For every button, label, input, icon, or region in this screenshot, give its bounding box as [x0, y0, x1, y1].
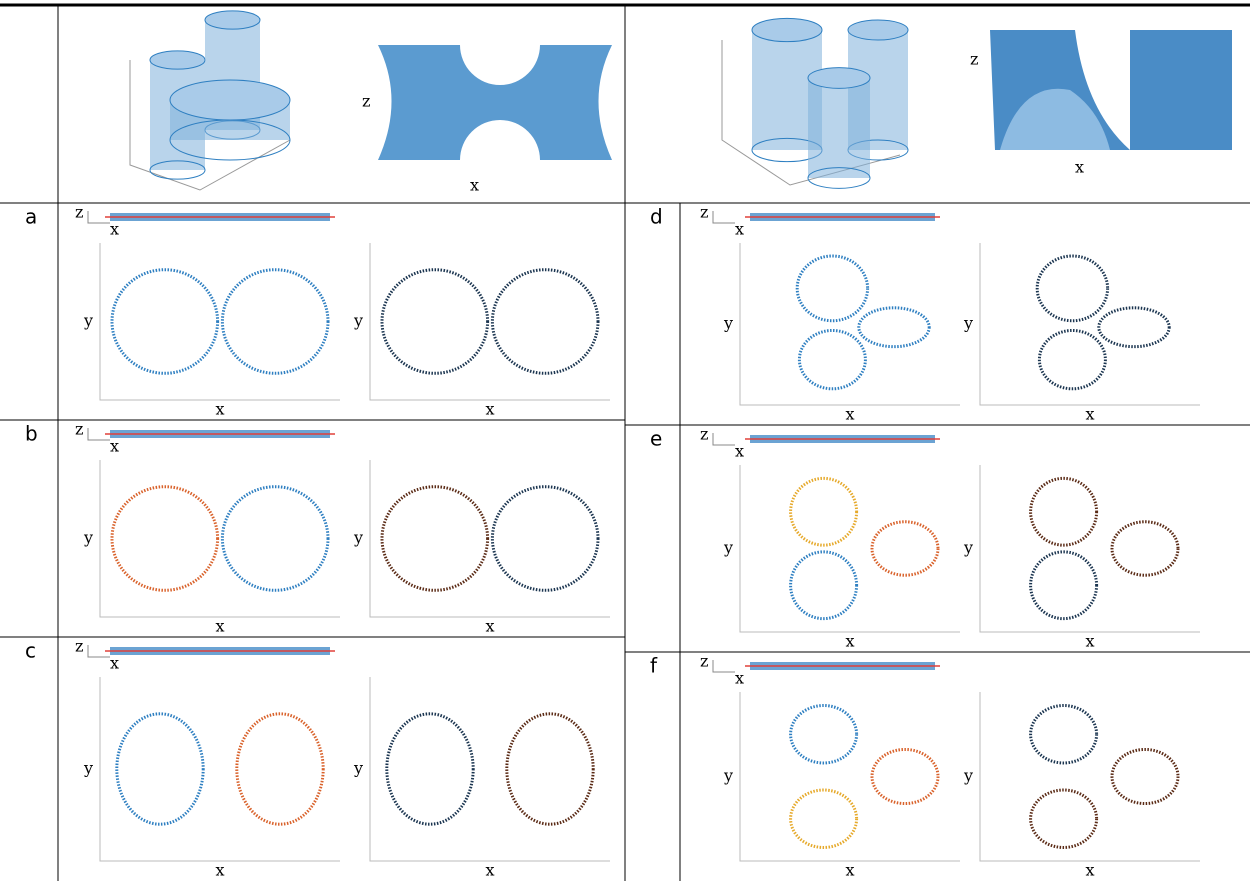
axis-label: x: [845, 405, 854, 424]
cylinder: [808, 78, 870, 178]
plot-axes: [100, 243, 340, 400]
plot-axes: [980, 243, 1200, 405]
point-ring: [237, 714, 323, 824]
x-shape: [378, 45, 612, 160]
axis-label: x: [110, 437, 119, 456]
point-ring: [1037, 256, 1107, 321]
point-ring: [872, 522, 938, 575]
plot-axes: [980, 465, 1200, 632]
point-ring: [1039, 330, 1105, 388]
point-ring: [382, 270, 488, 374]
panel-label: c: [25, 639, 36, 663]
point-ring: [492, 487, 598, 591]
plot-axes: [370, 677, 610, 861]
point-ring: [1112, 749, 1178, 803]
axis-label: y: [723, 766, 733, 785]
axis-label: z: [362, 92, 370, 111]
axis-label: x: [1085, 405, 1094, 424]
point-ring: [1099, 308, 1169, 347]
axis-label: z: [970, 50, 978, 69]
cylinder-top: [205, 11, 260, 29]
plot-axes: [100, 677, 340, 861]
point-ring: [797, 256, 867, 321]
point-ring: [112, 270, 218, 374]
axis-label: x: [485, 617, 494, 636]
panel-label: e: [650, 427, 662, 451]
panel-label: d: [650, 205, 663, 229]
plot-axes: [370, 460, 610, 617]
axis-label: x: [845, 632, 854, 651]
point-ring: [791, 790, 857, 847]
strip-axes: [713, 433, 735, 445]
cylinder-top: [752, 18, 822, 41]
point-ring: [791, 706, 857, 763]
axis-label: z: [700, 652, 708, 671]
axis-label: y: [723, 314, 733, 333]
axis-label: x: [215, 861, 224, 880]
axis-label: x: [110, 220, 119, 239]
axis-label: y: [353, 311, 363, 330]
axis-label: z: [75, 637, 83, 656]
point-ring: [382, 487, 488, 591]
axis-label: y: [963, 314, 973, 333]
figure: z x z x a z x y x y x b z x y x y x c z x y x y x d z x y x y x e z x y x y x f…: [0, 0, 1250, 881]
point-ring: [1112, 522, 1178, 575]
axis-label: y: [353, 759, 363, 778]
axis-label: x: [215, 617, 224, 636]
strip-axes: [713, 660, 735, 672]
point-ring: [507, 714, 593, 824]
axis-label: y: [963, 538, 973, 557]
axis-label: z: [700, 425, 708, 444]
point-ring: [1031, 552, 1097, 619]
axis-label: y: [963, 766, 973, 785]
axis-label: x: [735, 220, 744, 239]
point-ring: [799, 330, 865, 388]
axis-label: y: [83, 311, 93, 330]
axis-label: y: [723, 538, 733, 557]
panel-label: f: [650, 654, 658, 678]
axis-label: x: [485, 400, 494, 419]
axis-label: x: [735, 669, 744, 688]
point-ring: [222, 487, 328, 591]
strip-axes: [713, 211, 735, 223]
axis-label: x: [485, 861, 494, 880]
axis-label: z: [75, 203, 83, 222]
plot-axes: [740, 465, 960, 632]
axis-label: x: [735, 442, 744, 461]
axis-label: z: [75, 420, 83, 439]
plot-axes: [100, 460, 340, 617]
axis-label: x: [845, 861, 854, 880]
axis-label: x: [470, 176, 479, 195]
axis-label: x: [1085, 861, 1094, 880]
cylinder-top: [150, 51, 205, 69]
axis-label: x: [215, 400, 224, 419]
axis-label: x: [1085, 632, 1094, 651]
plot-axes: [370, 243, 610, 400]
axis-label: y: [353, 528, 363, 547]
point-ring: [791, 552, 857, 619]
point-ring: [387, 714, 473, 824]
panel-label: b: [25, 422, 38, 446]
point-ring: [791, 478, 857, 545]
axis-label: x: [1075, 158, 1084, 177]
axis-label: z: [700, 203, 708, 222]
point-ring: [222, 270, 328, 374]
point-ring: [1031, 706, 1097, 763]
cylinder-top: [848, 20, 908, 40]
plot-axes: [740, 243, 960, 405]
point-ring: [492, 270, 598, 374]
point-ring: [859, 308, 929, 347]
cylinder-top: [170, 80, 290, 120]
cylinder-top: [808, 68, 870, 89]
point-ring: [872, 749, 938, 803]
point-ring: [117, 714, 203, 824]
axis-label: x: [110, 654, 119, 673]
point-ring: [1031, 478, 1097, 545]
axis-label: y: [83, 759, 93, 778]
point-ring: [1031, 790, 1097, 847]
point-ring: [112, 487, 218, 591]
panel-label: a: [25, 205, 37, 229]
axis-label: y: [83, 528, 93, 547]
